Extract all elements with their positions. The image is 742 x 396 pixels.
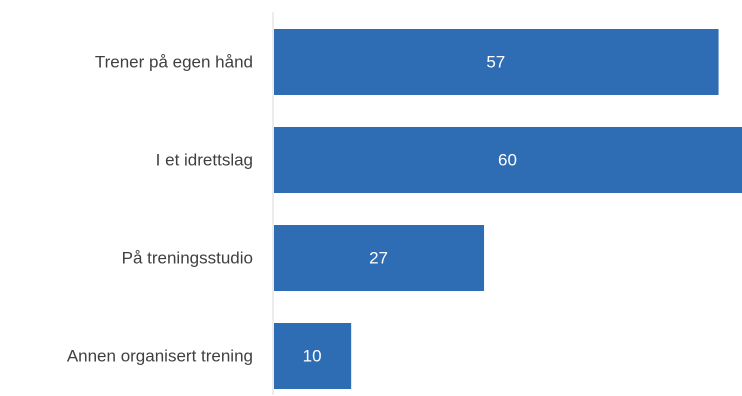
bar	[274, 127, 742, 193]
value-label: 57	[486, 53, 505, 72]
bar	[274, 323, 352, 389]
bar	[274, 29, 719, 95]
category-label: Trener på egen hånd	[95, 53, 253, 72]
category-label: Annen organisert trening	[67, 347, 253, 366]
value-labels-group: 57 60 27 10	[303, 53, 517, 366]
value-label: 27	[369, 249, 388, 268]
value-label: 10	[303, 347, 322, 366]
bar	[274, 225, 485, 291]
bars-group	[274, 29, 742, 389]
value-label: 60	[498, 151, 517, 170]
category-labels-group: Trener på egen hånd I et idrettslag På tre…	[67, 53, 253, 366]
category-label: På treningsstudio	[122, 249, 253, 268]
category-label: I et idrettslag	[156, 151, 253, 170]
